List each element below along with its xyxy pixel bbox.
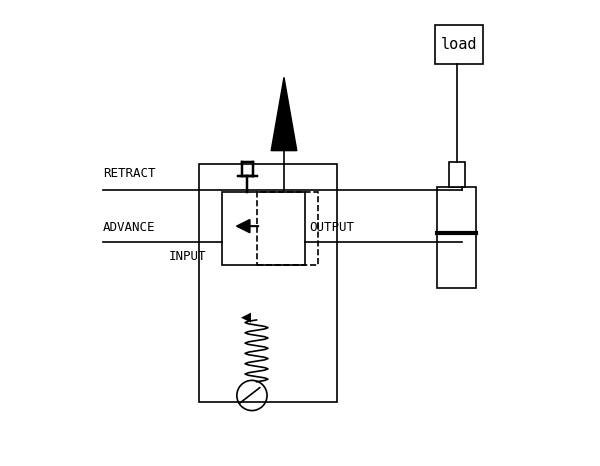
- Bar: [199, 164, 337, 402]
- Bar: [222, 192, 305, 265]
- Bar: [437, 187, 476, 288]
- Text: RETRACT: RETRACT: [103, 167, 156, 180]
- Text: INPUT: INPUT: [169, 250, 206, 263]
- Text: ADVANCE: ADVANCE: [103, 221, 156, 234]
- Polygon shape: [271, 77, 297, 151]
- Bar: [449, 162, 464, 187]
- Bar: [257, 192, 319, 265]
- Bar: [435, 25, 483, 64]
- Text: OUTPUT: OUTPUT: [309, 221, 354, 234]
- Text: load: load: [441, 37, 477, 52]
